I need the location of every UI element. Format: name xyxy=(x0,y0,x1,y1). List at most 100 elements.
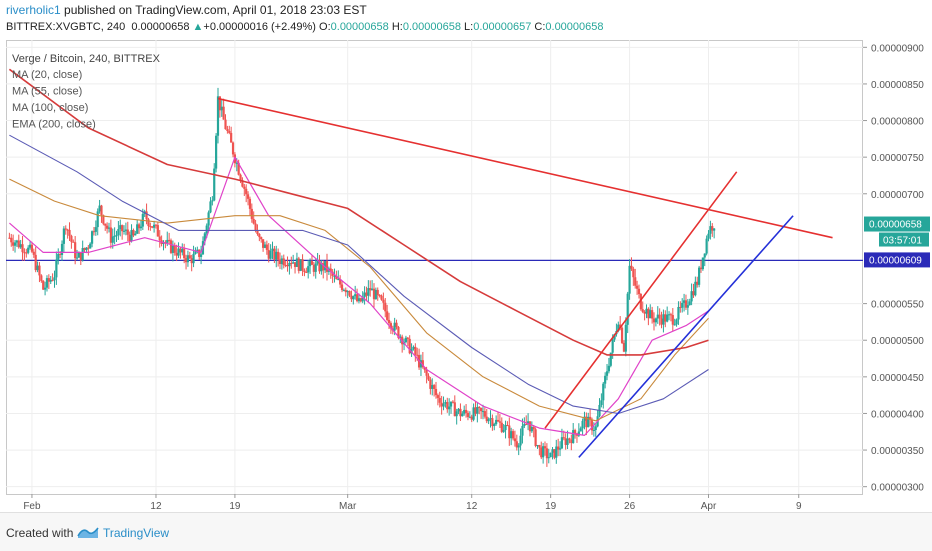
candle-body xyxy=(75,257,79,259)
candle-body xyxy=(602,383,605,401)
candle-body xyxy=(711,226,714,231)
candle-body xyxy=(421,360,424,368)
candle-body xyxy=(250,208,253,219)
candle-body xyxy=(634,277,637,286)
price-chart[interactable]: 0.00000900 0.00000850 0.00000800 0.00000750… xyxy=(0,0,932,512)
candle-body xyxy=(325,261,329,272)
candle-body xyxy=(543,446,547,449)
candle-body xyxy=(252,218,255,224)
candle-body xyxy=(566,438,569,445)
candle-body xyxy=(613,334,616,340)
x-tick-label: 19 xyxy=(229,501,241,512)
created-with-text: Created with xyxy=(6,526,74,540)
candle-body xyxy=(532,426,535,430)
candle-body xyxy=(23,252,26,254)
candle-body xyxy=(292,262,295,264)
candle-body xyxy=(220,106,223,111)
candle-body xyxy=(348,291,351,296)
legend-item: MA (20, close) xyxy=(12,69,82,81)
y-tick-label: 0.00000350 xyxy=(871,446,924,457)
candle-body xyxy=(10,237,13,243)
candle-body xyxy=(62,228,65,244)
candle-body xyxy=(57,253,60,260)
high-value: 0.00000658 xyxy=(402,21,461,33)
candle-body xyxy=(611,339,614,353)
candle-body xyxy=(523,424,526,427)
candle-body xyxy=(284,265,287,267)
candle-body xyxy=(491,418,494,427)
candle-body xyxy=(209,201,212,213)
candle-body xyxy=(408,338,411,354)
candle-body xyxy=(412,346,415,349)
candle-body xyxy=(369,288,372,291)
candle-body xyxy=(243,186,246,189)
candle-body xyxy=(560,437,564,449)
tradingview-logo-icon xyxy=(77,527,99,538)
candle-body xyxy=(53,277,56,281)
candle-body xyxy=(139,226,143,229)
candle-body xyxy=(669,314,673,316)
candle-body xyxy=(104,223,107,226)
chart-frame[interactable] xyxy=(6,40,863,495)
candle-body xyxy=(79,252,82,261)
candle-body xyxy=(666,314,669,322)
candle-body xyxy=(340,284,344,290)
candle-body xyxy=(312,264,315,272)
candle-body xyxy=(70,235,73,242)
candle-body xyxy=(194,251,197,254)
candle-body xyxy=(357,298,361,302)
candle-body xyxy=(273,248,276,260)
candle-body xyxy=(248,198,252,209)
candle-body xyxy=(241,180,244,187)
candle-body xyxy=(619,324,622,328)
tradingview-brand-link[interactable]: TradingView xyxy=(103,526,170,540)
candle-body xyxy=(620,327,624,343)
candle-body xyxy=(438,397,441,403)
candle-body xyxy=(263,244,267,248)
candle-body xyxy=(376,289,379,295)
x-tick-label: 26 xyxy=(624,501,636,512)
candle-body xyxy=(679,306,682,308)
candle-body xyxy=(649,310,652,319)
candle-body xyxy=(12,242,15,246)
trend-line-1 xyxy=(217,97,833,239)
candle-body xyxy=(136,224,139,234)
candle-body xyxy=(74,242,77,259)
candle-body xyxy=(709,226,712,234)
candle-body xyxy=(647,308,650,319)
x-tick-label: 12 xyxy=(466,501,478,512)
candle-body xyxy=(667,314,671,316)
candle-body xyxy=(374,289,377,300)
candle-body xyxy=(303,270,306,273)
candle-body xyxy=(59,253,62,255)
y-tick-label: 0.00000850 xyxy=(871,80,924,91)
candle-body xyxy=(607,365,611,372)
candle-body xyxy=(380,295,383,300)
candle-body xyxy=(359,298,362,302)
candle-body xyxy=(280,258,283,265)
y-tick-label: 0.00000300 xyxy=(871,483,924,494)
candle-body xyxy=(47,278,50,282)
published-text: published on TradingView.com, April 01, … xyxy=(60,3,367,17)
candle-body xyxy=(600,400,603,405)
candle-body xyxy=(32,251,35,255)
candle-body xyxy=(651,310,654,319)
candle-body xyxy=(429,379,432,389)
candle-body xyxy=(15,240,19,243)
candle-body xyxy=(395,322,398,327)
candle-body xyxy=(158,236,161,241)
candle-body xyxy=(427,375,430,380)
candle-body xyxy=(83,247,86,250)
candle-body xyxy=(699,267,703,270)
candle-body xyxy=(632,268,635,278)
candle-body xyxy=(277,251,280,260)
candle-body xyxy=(431,385,434,389)
candle-body xyxy=(367,288,370,296)
author-link[interactable]: riverholic1 xyxy=(6,3,61,17)
candle-body xyxy=(399,336,402,338)
candle-body xyxy=(444,402,447,404)
candle-body xyxy=(594,426,597,431)
candle-body xyxy=(508,425,511,439)
candle-body xyxy=(521,426,524,436)
candle-body xyxy=(457,408,460,412)
